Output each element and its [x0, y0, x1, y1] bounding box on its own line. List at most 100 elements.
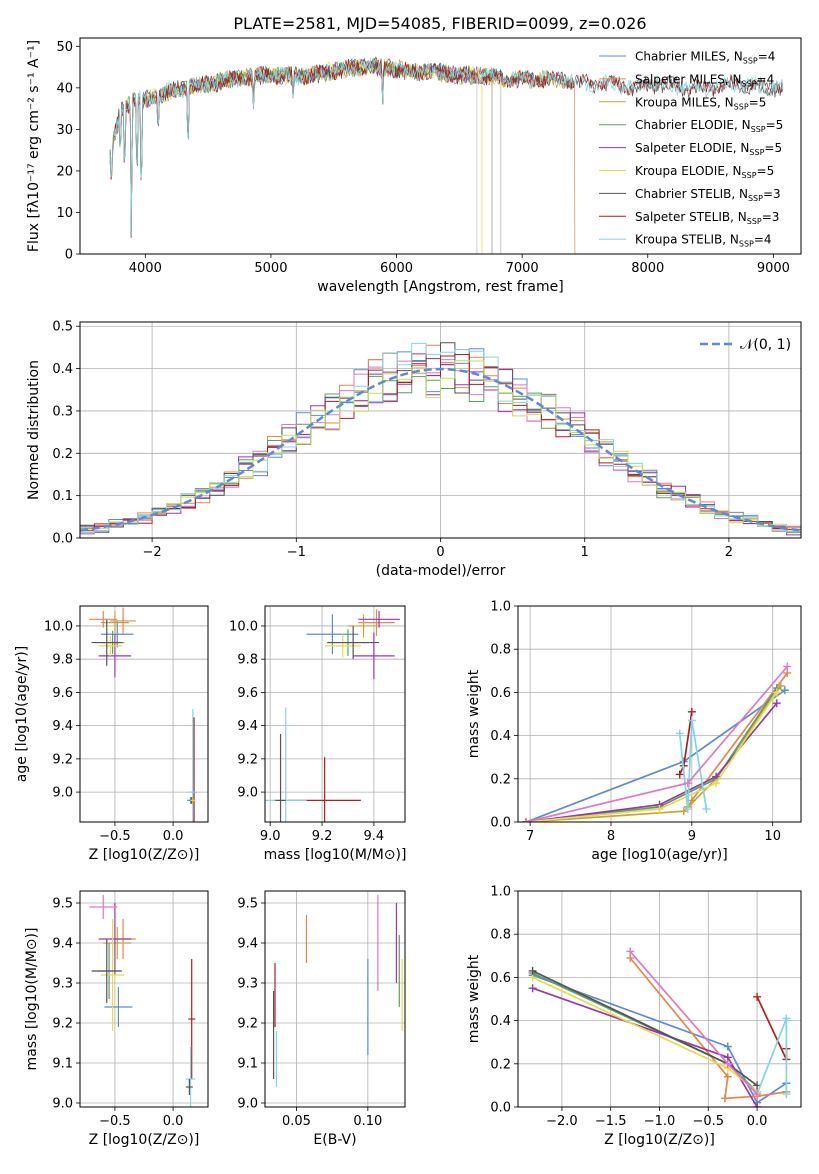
weight_vs_age-ytick-label: 1.0 — [490, 600, 511, 615]
figure-title: PLATE=2581, MJD=54085, FIBERID=0099, z=0… — [233, 14, 646, 33]
weight_vs_age-marker — [687, 707, 696, 716]
age_vs_mass-points-group — [265, 609, 400, 822]
weight_vs_age-marker — [772, 688, 781, 697]
spectrum-ytick-label: 20 — [56, 164, 73, 179]
age_vs_mass-ytick-label: 9.4 — [237, 719, 258, 734]
residuals-ytick-label: 0.1 — [52, 489, 73, 504]
age_vs_Z-ytick-label: 9.6 — [52, 686, 73, 701]
weight_vs_Z-marker — [528, 984, 537, 993]
weight_vs_age-marker — [675, 770, 684, 779]
mass_vs_Z-xtick-label: 0.0 — [163, 1114, 184, 1129]
age_vs_mass-xlabel: mass [log10(M/M⊙)] — [264, 847, 407, 863]
age_vs_mass-ytick-label: 9.0 — [237, 786, 258, 801]
weight_vs_age-marker — [687, 716, 696, 725]
weight_vs_Z-ytick-label: 0.8 — [490, 928, 511, 943]
age_vs_Z-xtick-label: 0.0 — [163, 829, 184, 844]
weight_vs_Z-marker — [753, 1090, 762, 1099]
legend-entry-4: Salpeter ELODIE, NSSP=5 — [635, 141, 782, 157]
weight_vs_Z-frame — [517, 890, 802, 1108]
weight_vs_age-ytick-label: 0.0 — [490, 816, 511, 831]
spectrum-xtick-label: 9000 — [757, 261, 790, 276]
age_vs_mass-ytick-label: 9.6 — [237, 686, 258, 701]
spectrum-ylabel: Flux [fλ10⁻¹⁷ erg cm⁻² s⁻¹ A⁻¹] — [26, 40, 42, 252]
spectrum-xtick-label: 4000 — [129, 261, 162, 276]
weight_vs_age-ytick-label: 0.4 — [490, 729, 511, 744]
weight_vs_Z-marker — [626, 947, 635, 956]
spectrum-axes — [76, 45, 774, 258]
spectrum-ytick-label: 40 — [56, 81, 73, 96]
age_vs_mass-ytick-label: 9.8 — [237, 653, 258, 668]
age_vs_Z-ytick-label: 9.2 — [52, 752, 73, 767]
age_vs_Z-ytick-label: 9.4 — [52, 719, 73, 734]
mass_vs_Z-ytick-label: 9.4 — [52, 937, 73, 952]
weight_vs_age-marker — [675, 729, 684, 738]
weight_vs_Z-marker — [720, 1094, 729, 1103]
weight_vs_age-ytick-label: 0.8 — [490, 643, 511, 658]
spectrum-ytick-label: 50 — [56, 40, 73, 55]
weight_vs_Z-ytick-label: 0.6 — [490, 971, 511, 986]
weight_vs_Z-marker — [723, 1042, 732, 1051]
weight_vs_Z-xtick-label: −1.5 — [595, 1114, 627, 1129]
weight_vs_age-ytick-label: 0.2 — [490, 772, 511, 787]
residuals-ytick-label: 0.5 — [52, 320, 73, 335]
weight_vs_age-xtick-label: 9 — [688, 829, 696, 844]
spectrum-xlabel: wavelength [Angstrom, rest frame] — [317, 279, 563, 295]
age_vs_Z-ytick-label: 9.8 — [52, 653, 73, 668]
mass_vs_EBV-xlabel: E(B-V) — [313, 1132, 356, 1148]
weight_vs_age-marker — [776, 681, 785, 690]
mass_vs_EBV-xtick-label: 0.05 — [282, 1114, 311, 1129]
age_vs_mass-xtick-label: 9.2 — [312, 829, 333, 844]
weight_vs_age-marker — [783, 662, 792, 671]
weight_vs_age-marker — [712, 779, 721, 788]
residuals-ytick-label: 0.3 — [52, 404, 73, 419]
weight_vs_age-marker — [702, 805, 711, 814]
residuals-hist-group — [80, 342, 801, 536]
mass_vs_Z-xlabel: Z [log10(Z/Z⊙)] — [89, 1132, 200, 1148]
mass_vs_EBV-ytick-label: 9.5 — [237, 897, 258, 912]
mass_vs_EBV-ytick-label: 9.3 — [237, 977, 258, 992]
mass_vs_Z-points-group — [89, 895, 196, 1107]
weight_vs_Z-xtick-label: −0.5 — [693, 1114, 725, 1129]
age_vs_mass-frame — [264, 605, 406, 823]
weight_vs_age-xtick-label: 8 — [607, 829, 615, 844]
residuals-xtick-label: 1 — [581, 545, 589, 560]
weight_vs_age-xtick-label: 7 — [526, 829, 534, 844]
weight_vs_Z-ytick-label: 0.4 — [490, 1014, 511, 1029]
weight_vs_Z-marker — [723, 1072, 732, 1081]
legend-entry-2: Kroupa MILES, NSSP=5 — [635, 95, 766, 111]
weight_vs_age-series-line — [678, 720, 708, 810]
age_vs_Z-ytick-label: 10.0 — [44, 619, 73, 634]
weight_vs_Z-marker — [753, 992, 762, 1001]
residuals-xtick-label: 0 — [436, 545, 444, 560]
weight_vs_age-marker — [683, 779, 692, 788]
residuals-ytick-label: 0.2 — [52, 447, 73, 462]
residuals-frame — [79, 321, 802, 539]
weight_vs_Z-marker — [528, 966, 537, 975]
weight_vs_Z-ylabel: mass weight — [466, 954, 482, 1043]
residuals-ytick-label: 0.0 — [52, 532, 73, 547]
legend-entry-5: Kroupa ELODIE, NSSP=5 — [635, 164, 774, 180]
age_vs_Z-points-group — [89, 607, 198, 822]
age_vs_Z-xtick-label: −0.5 — [99, 829, 131, 844]
residual-histogram-8 — [80, 360, 801, 531]
legend-entry-3: Chabrier ELODIE, NSSP=5 — [635, 118, 783, 134]
legend-entry-8: Kroupa STELIB, NSSP=4 — [635, 233, 772, 249]
age_vs_mass-ytick-label: 9.2 — [237, 752, 258, 767]
spectrum-xtick-label: 8000 — [631, 261, 664, 276]
weight_vs_age-lines-group — [522, 662, 792, 822]
weight_vs_Z-marker — [753, 1103, 762, 1107]
mass_vs_Z-ytick-label: 9.0 — [52, 1097, 73, 1112]
residuals-xtick-label: −2 — [143, 545, 162, 560]
spectrum-ytick-label: 0 — [65, 248, 73, 263]
weight_vs_age-marker — [683, 805, 692, 814]
weight_vs_age-ytick-label: 0.6 — [490, 686, 511, 701]
age_vs_Z-frame — [79, 605, 209, 823]
mass_vs_Z-ytick-label: 9.2 — [52, 1017, 73, 1032]
spectrum-ytick-label: 10 — [56, 206, 73, 221]
mass_vs_EBV-ytick-label: 9.1 — [237, 1057, 258, 1072]
weight_vs_age-marker — [655, 805, 664, 814]
legend-entry-6: Chabrier STELIB, NSSP=3 — [635, 187, 781, 203]
weight_vs_Z-xtick-label: −1.0 — [644, 1114, 676, 1129]
age_vs_mass-xtick-label: 9.0 — [260, 829, 281, 844]
weight_vs_Z-ytick-label: 1.0 — [490, 885, 511, 900]
